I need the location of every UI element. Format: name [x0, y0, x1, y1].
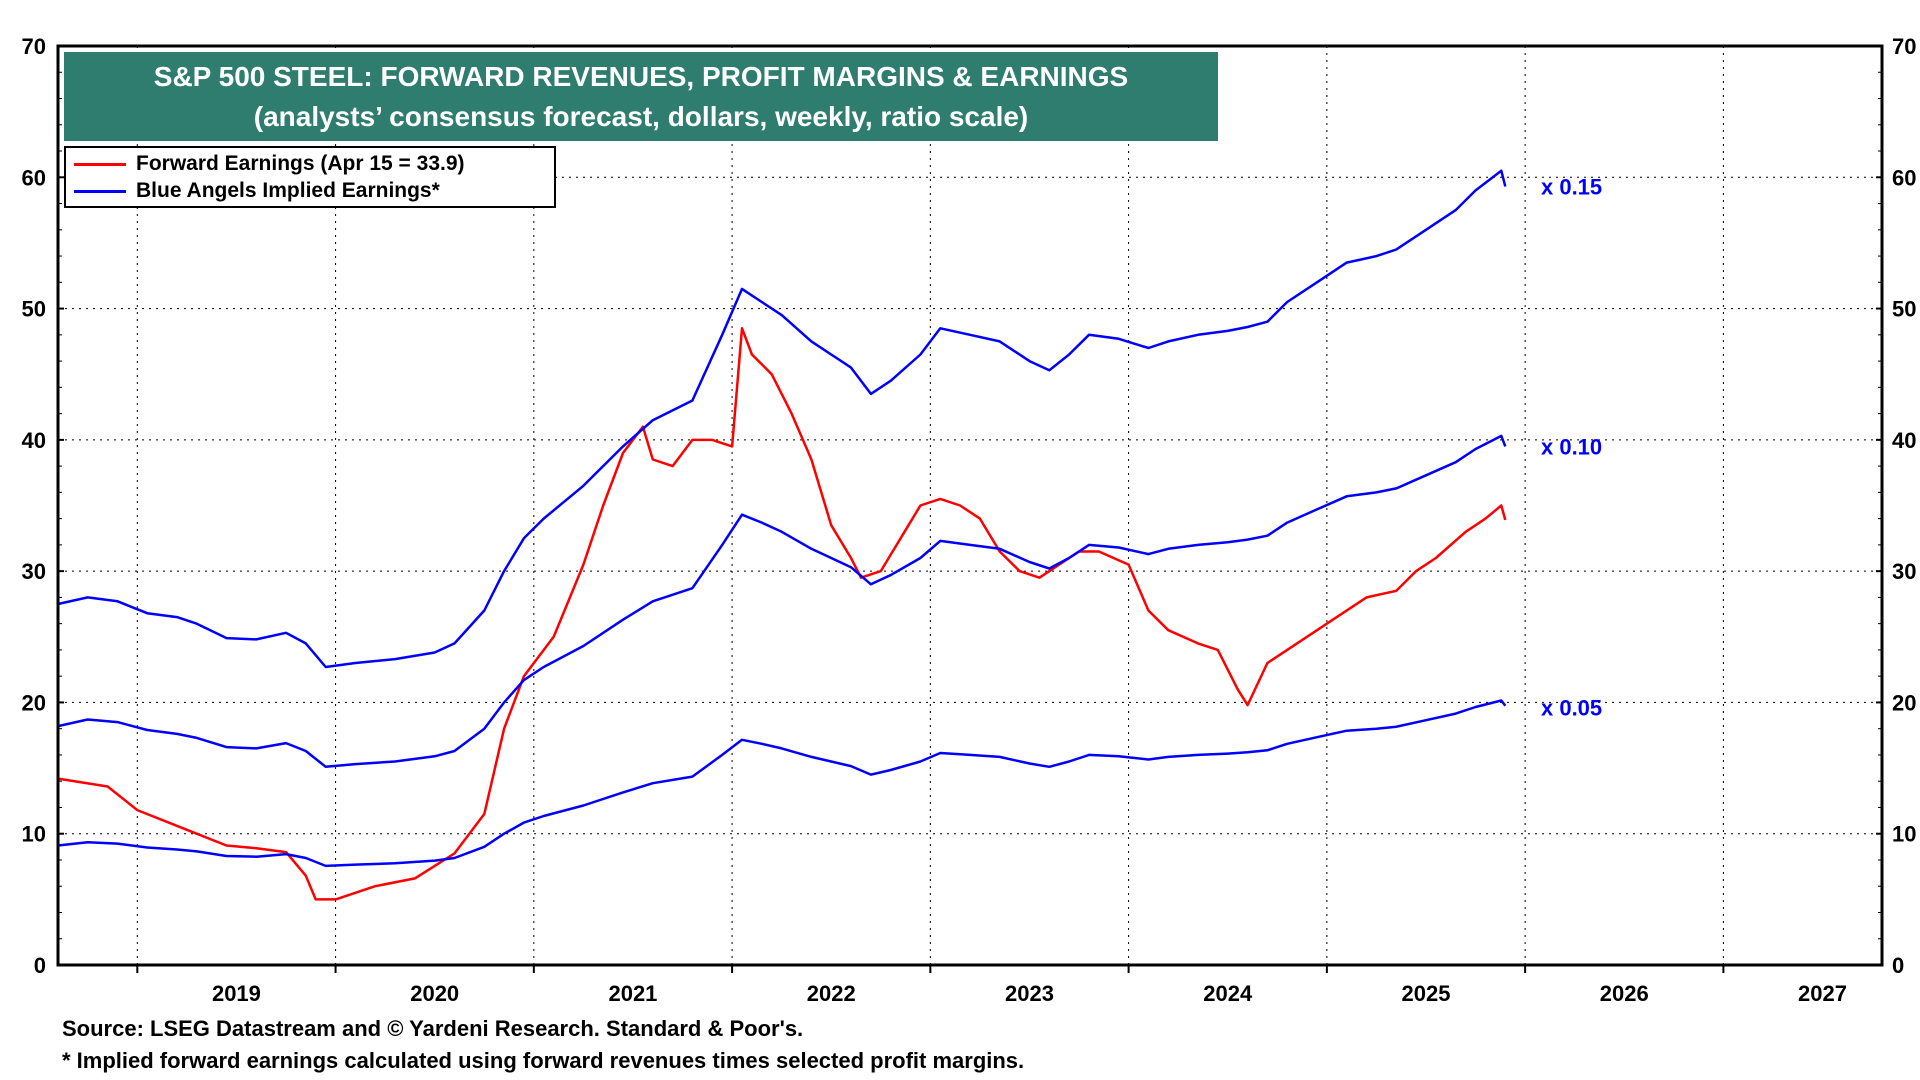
x-tick-label: 2027: [1798, 981, 1847, 1006]
legend-item-blue-angels: Blue Angels Implied Earnings*: [74, 178, 440, 204]
multiplier-label: x 0.05: [1541, 696, 1602, 721]
forward-earnings-line: [57, 327, 1507, 901]
multiplier-annotations: x 0.15 x 0.10 x 0.05: [1541, 174, 1602, 720]
x-tick-label: 2026: [1600, 981, 1649, 1006]
legend-label: Blue Angels Implied Earnings*: [136, 179, 440, 202]
x-tick-label: 2021: [608, 981, 657, 1006]
multiplier-label: x 0.10: [1541, 434, 1602, 459]
y-tick-label-right: 20: [1892, 690, 1916, 715]
chart-subtitle: (analysts’ consensus forecast, dollars, …: [253, 101, 1029, 132]
series-lines: [57, 169, 1507, 901]
x-tick-label: 2019: [212, 981, 261, 1006]
legend-item-forward-earnings: Forward Earnings (Apr 15 = 33.9): [74, 151, 465, 177]
legend-swatch-blue: [74, 189, 126, 193]
y-tick-label-left: 60: [22, 165, 46, 190]
y-tick-label-left: 10: [22, 822, 46, 847]
y-axis-labels: 0 0 10 10 20 20 30 30 40 40 50 50 60 60 70 70: [22, 34, 1917, 978]
y-tick-label-left: 50: [22, 297, 46, 322]
y-tick-label-left: 70: [22, 34, 46, 59]
legend-swatch-red: [74, 162, 126, 166]
y-tick-label-right: 10: [1892, 822, 1916, 847]
y-tick-label-left: 40: [22, 428, 46, 453]
plot-frame: [56, 44, 1884, 967]
x-tick-label: 2023: [1005, 981, 1054, 1006]
y-tick-label-right: 30: [1892, 559, 1916, 584]
footnote: * Implied forward earnings calculated us…: [62, 1048, 1025, 1073]
x-tick-label: 2020: [410, 981, 459, 1006]
x-tick-label: 2022: [807, 981, 856, 1006]
x-tick-label: 2025: [1402, 981, 1451, 1006]
y-tick-label-right: 70: [1892, 34, 1916, 59]
y-tick-label-right: 0: [1892, 953, 1904, 978]
chart-title: S&P 500 STEEL: FORWARD REVENUES, PROFIT …: [153, 61, 1129, 92]
y-tick-label-right: 40: [1892, 428, 1916, 453]
implied-earnings-line: [57, 699, 1507, 868]
y-tick-label-right: 50: [1892, 297, 1916, 322]
y-tick-label-left: 20: [22, 690, 46, 715]
y-tick-label-right: 60: [1892, 165, 1916, 190]
chart-title-box: S&P 500 STEEL: FORWARD REVENUES, PROFIT …: [64, 52, 1218, 141]
y-tick-label-left: 0: [34, 953, 46, 978]
source-note: Source: LSEG Datastream and © Yardeni Re…: [62, 1016, 804, 1041]
x-tick-label: 2024: [1203, 981, 1253, 1006]
implied-earnings-line: [57, 434, 1507, 769]
multiplier-label: x 0.15: [1541, 174, 1602, 199]
y-tick-label-left: 30: [22, 559, 46, 584]
implied-earnings-line: [57, 169, 1507, 669]
x-axis-labels: 2019 2020 2021 2022 2023 2024 2025 2026 2027: [212, 981, 1847, 1006]
legend-label: Forward Earnings (Apr 15 = 33.9): [136, 152, 465, 175]
legend: Forward Earnings (Apr 15 = 33.9) Blue An…: [64, 146, 556, 208]
